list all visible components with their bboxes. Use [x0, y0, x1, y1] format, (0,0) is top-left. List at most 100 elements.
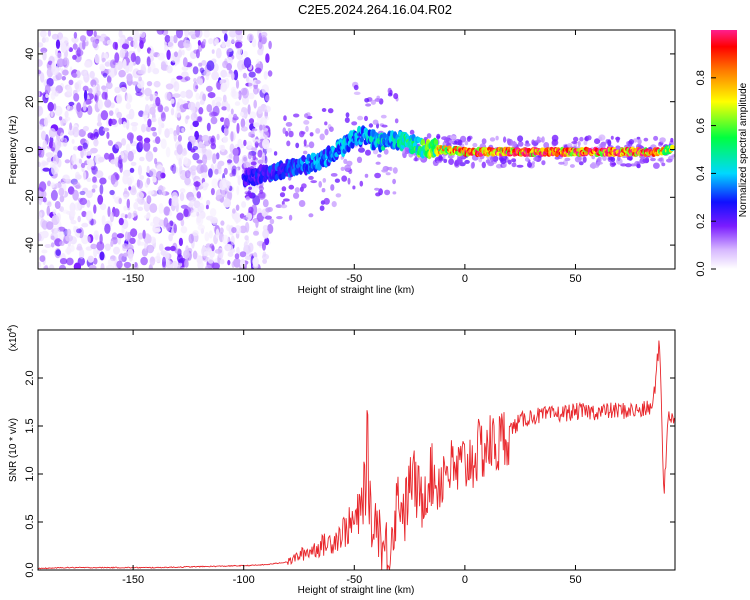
spectrogram-noise-cell [206, 104, 213, 113]
spectrogram-noise-cell [122, 58, 127, 70]
spectrogram-noise-cell [188, 31, 196, 36]
spectrogram-noise-cell [145, 150, 154, 162]
spectrogram-noise-cell [139, 31, 146, 38]
spectrogram-noise-cell [153, 80, 161, 88]
spectrogram-halo-cell [269, 218, 275, 225]
spectrogram-noise-cell [134, 32, 141, 38]
spectrogram-halo-cell [319, 205, 325, 211]
spectrogram-noise-cell [121, 224, 125, 235]
spectrogram-halo-cell [245, 196, 251, 201]
spectrogram-halo-cell [464, 140, 469, 146]
spectrogram-noise-cell [262, 199, 269, 208]
spectrogram-noise-cell [50, 242, 55, 248]
spectrogram-noise-cell [232, 208, 236, 214]
spectrogram-halo-cell [481, 161, 486, 169]
spectrogram-noise-cell [192, 146, 199, 151]
spectrogram-noise-cell [54, 201, 61, 209]
spectrogram-noise-cell [214, 96, 222, 103]
spectrogram-signal-cell [433, 139, 439, 145]
spectrogram-noise-cell [38, 90, 41, 98]
spectrogram-noise-cell [111, 232, 118, 240]
spectrogram-noise-cell [149, 256, 156, 266]
spectrogram-noise-cell [211, 49, 215, 54]
spectrogram-noise-cell [110, 118, 117, 125]
spectrogram-halo-cell [282, 127, 287, 134]
spectrogram-noise-cell [232, 148, 239, 156]
spectrogram-halo-cell [252, 153, 256, 161]
spectrogram-noise-cell [76, 228, 82, 234]
spectrogram-halo-cell [625, 163, 632, 168]
spectrogram-noise-cell [187, 141, 193, 151]
spectrogram-halo-cell [591, 155, 595, 160]
spectrogram-noise-cell [193, 81, 198, 93]
spectrogram-noise-cell [166, 65, 173, 74]
spectrogram-halo-cell [308, 213, 314, 218]
spectrogram-halo-cell [359, 180, 364, 187]
spectrogram-halo-cell [611, 162, 617, 166]
spectrogram-halo-cell [443, 158, 448, 163]
spectrogram-noise-cell [86, 199, 91, 208]
spectrogram-noise-cell [83, 90, 88, 101]
y-tick-label: 1.5 [24, 418, 36, 433]
spectrogram-halo-cell [384, 189, 391, 196]
spectrogram-noise-cell [190, 112, 198, 122]
spectrogram-halo-cell [487, 161, 495, 167]
spectrogram-noise-cell [54, 90, 59, 97]
spectrogram-noise-cell [126, 73, 133, 82]
spectrogram-noise-cell [117, 236, 122, 245]
spectrogram-halo-cell [527, 161, 532, 168]
spectrogram-noise-cell [118, 197, 122, 205]
spectrogram-noise-cell [99, 177, 107, 185]
spectrogram-noise-cell [142, 110, 148, 116]
spectrogram-noise-cell [257, 149, 263, 158]
spectrogram-noise-cell [118, 117, 123, 125]
spectrogram-noise-cell [164, 34, 171, 43]
spectrogram-noise-cell [214, 168, 219, 175]
spectrogram-halo-cell [597, 156, 602, 164]
spectrogram-halo-cell [584, 137, 588, 141]
spectrogram-noise-cell [173, 131, 177, 142]
spectrogram-halo-cell [653, 162, 660, 169]
spectrogram-halo-cell [304, 113, 309, 118]
spectrogram-noise-cell [174, 248, 182, 254]
spectrogram-noise-cell [202, 38, 207, 45]
spectrogram-noise-cell [47, 180, 51, 187]
spectrogram-noise-cell [109, 189, 115, 196]
spectrogram-noise-cell [99, 251, 105, 261]
spectrogram-noise-cell [233, 113, 238, 119]
spectrogram-halo-cell [365, 149, 371, 156]
spectrogram-noise-cell [47, 101, 54, 112]
spectrogram-noise-cell [50, 182, 56, 188]
spectrogram-noise-cell [173, 34, 178, 44]
spectrogram-halo-cell [607, 139, 612, 147]
spectrogram-halo-cell [321, 108, 327, 112]
spectrogram-halo-cell [394, 118, 399, 124]
spectrogram-halo-cell [250, 161, 257, 166]
spectrogram-noise-cell [175, 107, 182, 118]
spectrogram-halo-cell [448, 158, 454, 165]
spectrogram-halo-cell [267, 207, 273, 212]
spectrogram-noise-cell [78, 129, 86, 137]
spectrogram-noise-cell [47, 201, 52, 208]
spectrogram-noise-cell [101, 215, 106, 226]
spectrogram-halo-cell [335, 193, 342, 198]
spectrogram-noise-cell [178, 157, 182, 167]
spectrogram-noise-cell [130, 228, 138, 238]
spectrogram-noise-cell [129, 167, 135, 173]
spectrogram-noise-cell [230, 131, 234, 142]
spectrogram-noise-cell [176, 144, 183, 155]
spectrogram-noise-cell [210, 188, 215, 196]
spectrogram-noise-cell [40, 218, 46, 228]
spectrogram-noise-cell [166, 222, 171, 232]
spectrogram-noise-cell [61, 76, 66, 81]
spectrogram-image [38, 30, 675, 269]
spectrogram-noise-cell [236, 122, 240, 134]
spectrogram-halo-cell [295, 142, 300, 149]
spectrogram-halo-cell [636, 163, 641, 169]
spectrogram-halo-cell [365, 103, 372, 107]
spectrogram-halo-cell [283, 198, 290, 202]
spectrogram-halo-cell [351, 121, 358, 126]
spectrogram-noise-cell [220, 117, 225, 122]
spectrogram-noise-cell [89, 70, 95, 79]
spectrogram-noise-cell [38, 42, 44, 48]
